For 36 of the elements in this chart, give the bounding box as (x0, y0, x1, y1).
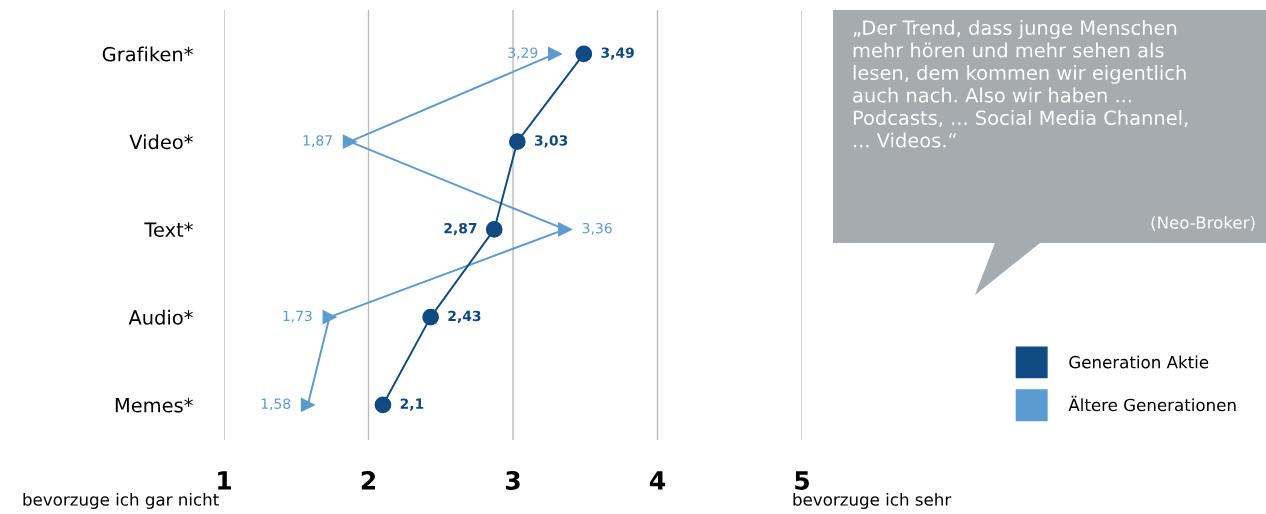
data-label: 2,87 (444, 222, 477, 236)
legend-label: Ältere Generationen (1068, 395, 1236, 412)
text: (Neo-Broker) (1151, 215, 1255, 231)
point (547, 46, 562, 61)
point (374, 396, 392, 414)
y-tick-label: Audio* (128, 309, 193, 325)
point (322, 310, 337, 325)
data-label: 3,49 (601, 47, 634, 60)
data-label: 1,87 (303, 135, 332, 148)
data-label: 2,43 (448, 310, 481, 323)
point (558, 222, 572, 237)
x-tick-label: 2 (361, 471, 376, 490)
text: bevorzuge ich sehr (793, 492, 952, 510)
point (342, 134, 357, 149)
data-label: 1,73 (283, 310, 312, 323)
x-tick-label: 5 (795, 471, 809, 490)
data-label: 3,36 (582, 222, 612, 235)
point (509, 133, 526, 150)
data-label: 3,29 (508, 47, 538, 60)
y-tick-label: Text* (144, 222, 193, 238)
point (300, 397, 315, 412)
x-tick-label: 3 (505, 471, 520, 490)
y-tick-label: Video* (129, 134, 193, 150)
y-tick-label: Grafiken* (102, 46, 193, 62)
x-tick-label: 1 (218, 471, 231, 490)
data-label: 1,58 (261, 398, 291, 411)
legend-label: Generation Aktie (1069, 355, 1209, 369)
text: bevorzuge ich gar nicht (23, 492, 219, 510)
x-tick-label: 4 (649, 471, 666, 490)
data-label: 3,03 (534, 135, 568, 148)
y-tick-label: Memes* (115, 397, 193, 413)
point (485, 221, 503, 238)
point (575, 45, 593, 63)
point (422, 308, 439, 326)
text: „Der Trend, dass junge Menschen mehr hören und mehr sehen als lesen, dem kommen wir eigentlich auch nach. Also wir haben ... Podcasts, ... Social Media Channel, ... Videos.“ (853, 20, 1188, 148)
data-label: 2,1 (400, 398, 424, 411)
